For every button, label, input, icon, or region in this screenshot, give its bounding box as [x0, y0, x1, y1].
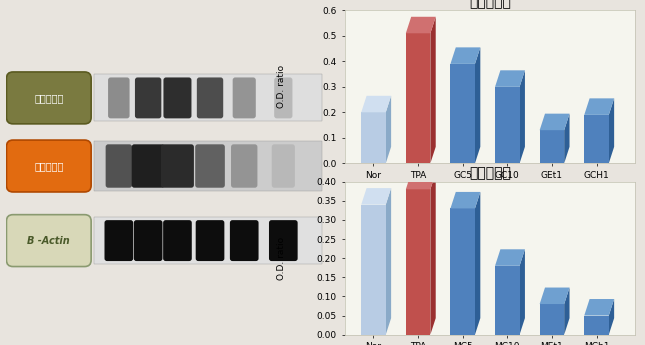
Polygon shape: [361, 96, 391, 112]
Polygon shape: [450, 47, 481, 64]
Polygon shape: [540, 287, 570, 304]
Bar: [495, 266, 520, 335]
Polygon shape: [540, 114, 570, 130]
FancyBboxPatch shape: [108, 77, 130, 118]
Bar: [495, 87, 520, 163]
Polygon shape: [386, 188, 391, 335]
Polygon shape: [495, 70, 525, 87]
Bar: [361, 112, 386, 163]
Title: 마일로수수: 마일로수수: [469, 167, 511, 180]
FancyBboxPatch shape: [269, 220, 297, 261]
Polygon shape: [564, 287, 570, 335]
Bar: [540, 130, 564, 163]
FancyBboxPatch shape: [104, 220, 133, 261]
Bar: [406, 189, 430, 335]
Text: B -Actin: B -Actin: [28, 236, 70, 246]
Polygon shape: [430, 17, 436, 163]
FancyBboxPatch shape: [163, 77, 192, 118]
FancyBboxPatch shape: [6, 215, 91, 267]
FancyBboxPatch shape: [6, 72, 91, 124]
Bar: [406, 33, 430, 163]
FancyBboxPatch shape: [195, 220, 224, 261]
FancyBboxPatch shape: [197, 77, 223, 118]
Polygon shape: [609, 98, 614, 163]
Title: 황금찰수수: 황금찰수수: [469, 0, 511, 9]
Polygon shape: [386, 96, 391, 163]
FancyBboxPatch shape: [161, 144, 194, 188]
Bar: [450, 208, 475, 335]
Polygon shape: [495, 249, 525, 266]
FancyBboxPatch shape: [272, 144, 295, 188]
Y-axis label: O.D. ratio: O.D. ratio: [277, 65, 286, 108]
Polygon shape: [609, 299, 614, 335]
Polygon shape: [475, 192, 481, 335]
Polygon shape: [361, 188, 391, 205]
FancyBboxPatch shape: [274, 77, 292, 118]
Polygon shape: [520, 70, 525, 163]
Polygon shape: [520, 249, 525, 335]
FancyBboxPatch shape: [132, 144, 164, 188]
Polygon shape: [406, 173, 436, 189]
Bar: [450, 64, 475, 163]
FancyBboxPatch shape: [163, 220, 192, 261]
FancyBboxPatch shape: [94, 217, 322, 264]
FancyBboxPatch shape: [233, 77, 256, 118]
FancyBboxPatch shape: [195, 144, 225, 188]
Bar: [584, 115, 609, 163]
Polygon shape: [450, 192, 481, 208]
Text: 마일로수수: 마일로수수: [34, 161, 63, 171]
Bar: [361, 205, 386, 335]
Bar: [540, 304, 564, 335]
Polygon shape: [430, 173, 436, 335]
FancyBboxPatch shape: [134, 220, 163, 261]
FancyBboxPatch shape: [230, 220, 259, 261]
Y-axis label: O.D. ratio: O.D. ratio: [277, 237, 286, 280]
Text: 황금찰수수: 황금찰수수: [34, 93, 63, 103]
FancyBboxPatch shape: [106, 144, 132, 188]
Polygon shape: [584, 299, 614, 316]
Bar: [584, 316, 609, 335]
FancyBboxPatch shape: [94, 141, 322, 191]
FancyBboxPatch shape: [94, 75, 322, 121]
Polygon shape: [584, 98, 614, 115]
Polygon shape: [564, 114, 570, 163]
Polygon shape: [475, 47, 481, 163]
Polygon shape: [406, 17, 436, 33]
FancyBboxPatch shape: [135, 77, 161, 118]
FancyBboxPatch shape: [231, 144, 257, 188]
FancyBboxPatch shape: [6, 140, 91, 192]
